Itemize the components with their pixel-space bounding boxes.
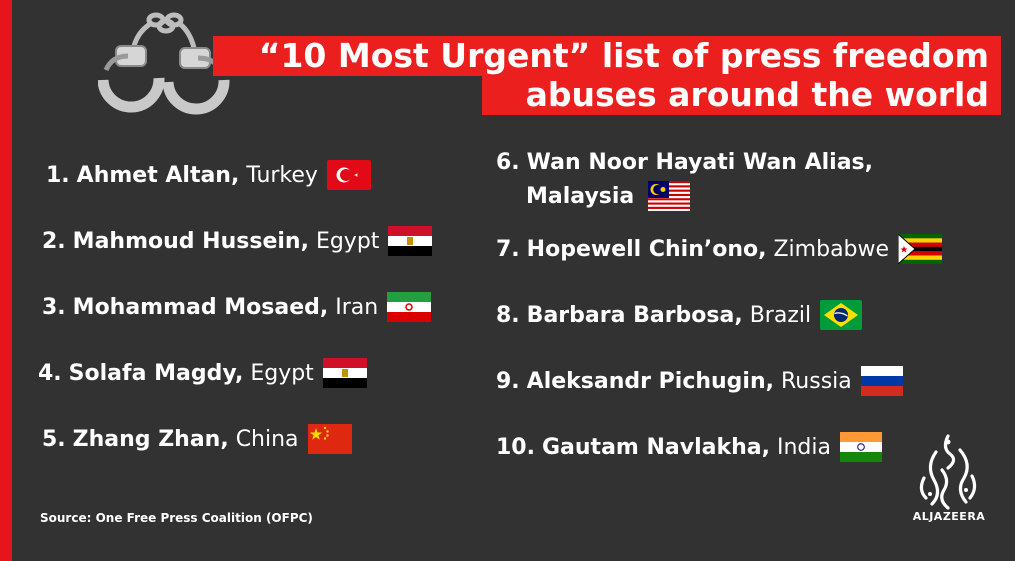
item-number: 5. (42, 426, 66, 452)
list-item: 6. Wan Noor Hayati Wan Alias, Malaysia (496, 150, 873, 211)
zimbabwe-flag-icon (898, 234, 943, 264)
list-item: 3. Mohammad Mosaed, Iran (42, 292, 432, 322)
item-number: 1. (46, 162, 70, 188)
country-name: Iran (335, 294, 379, 320)
item-number: 2. (42, 228, 66, 254)
journalist-name: Hopewell Chin’ono, (526, 236, 767, 262)
journalist-name: Mohammad Mosaed, (72, 294, 329, 320)
title-line-2: abuses around the world (482, 75, 1001, 115)
india-flag-icon (839, 432, 882, 462)
country-name: China (235, 426, 299, 452)
brazil-flag-icon (820, 300, 863, 330)
country-name: Egypt (315, 228, 380, 254)
handcuffs-icon (98, 12, 230, 115)
country-name: Brazil (749, 302, 812, 328)
egypt-flag-icon (388, 226, 433, 256)
journalist-name: Solafa Magdy, (68, 360, 244, 386)
journalist-name: Aleksandr Pichugin, (526, 368, 774, 394)
item-number: 7. (496, 236, 520, 262)
title-line-1: “10 Most Urgent” list of press freedom (213, 36, 1001, 76)
malaysia-flag-icon (648, 181, 691, 211)
aljazeera-wordmark: ALJAZEERA (912, 510, 986, 523)
item-number: 3. (42, 294, 66, 320)
country-name: Zimbabwe (773, 236, 890, 262)
list-item: 9. Aleksandr Pichugin, Russia (496, 366, 903, 396)
journalist-name: Barbara Barbosa, (526, 302, 743, 328)
iran-flag-icon (387, 292, 432, 322)
item-number: 4. (38, 360, 62, 386)
turkey-flag-icon (326, 160, 371, 190)
item-number: 10. (496, 434, 535, 460)
list-item: 2. Mahmoud Hussein, Egypt (42, 226, 433, 256)
item-number: 8. (496, 302, 520, 328)
list-item: 4. Solafa Magdy, Egypt (38, 358, 367, 388)
country-name: Malaysia (526, 183, 635, 209)
country-name: Egypt (250, 360, 314, 386)
item-number: 6. (496, 150, 520, 175)
journalist-name: Mahmoud Hussein, (72, 228, 309, 254)
journalist-name: Gautam Navlakha, (541, 434, 770, 460)
egypt-flag-icon (322, 358, 367, 388)
country-name: India (776, 434, 831, 460)
aljazeera-logo-icon (919, 434, 977, 510)
country-name: Turkey (246, 162, 318, 188)
list-item: 7. Hopewell Chin’ono, Zimbabwe (496, 234, 943, 264)
country-name: Russia (781, 368, 852, 394)
journalist-name: Ahmet Altan, (76, 162, 240, 188)
journalist-name: Zhang Zhan, (72, 426, 229, 452)
journalist-name: Wan Noor Hayati Wan Alias, (526, 150, 874, 175)
source-caption: Source: One Free Press Coalition (OFPC) (40, 511, 313, 525)
list-item: 10. Gautam Navlakha, India (496, 432, 882, 462)
china-flag-icon (307, 424, 352, 454)
russia-flag-icon (860, 366, 903, 396)
left-accent-bar (0, 0, 12, 561)
list-item: 1. Ahmet Altan, Turkey (46, 160, 371, 190)
list-item: 5. Zhang Zhan, China (42, 424, 352, 454)
item-number: 9. (496, 368, 520, 394)
list-item: 8. Barbara Barbosa, Brazil (496, 300, 863, 330)
